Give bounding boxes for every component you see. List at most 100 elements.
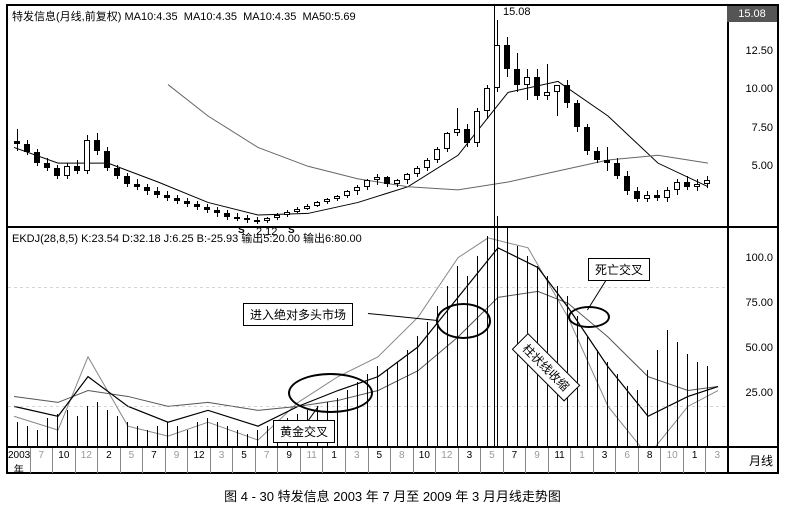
hist-bar — [627, 386, 628, 446]
hist-bar — [597, 350, 598, 446]
indicator-pane: EKDJ(28,8,5) K:23.54 D:32.18 J:6.25 B:-2… — [8, 226, 777, 446]
ind-ytick: 50.00 — [745, 342, 773, 354]
time-tick: 11 — [549, 448, 572, 473]
indicator-plot[interactable]: 黄金交叉进入绝对多头市场死亡交叉柱状线收缩 — [8, 228, 729, 446]
figure-caption: 图 4 - 30 特发信息 2003 年 7 月至 2009 年 3 月月线走势… — [0, 486, 785, 505]
hist-bar — [47, 418, 48, 446]
ind-ytick: 75.00 — [745, 297, 773, 309]
time-tick: 11 — [301, 448, 324, 473]
time-tick: 10 — [53, 448, 76, 473]
hist-bar — [397, 362, 398, 446]
enter-bull-ellipse — [436, 303, 491, 339]
ma10-line — [14, 81, 708, 215]
time-tick: 5 — [481, 448, 504, 473]
hist-bar — [457, 266, 458, 446]
hist-bar — [77, 416, 78, 446]
time-tick: 1 — [571, 448, 594, 473]
enter-bull-label: 进入绝对多头市场 — [243, 303, 353, 326]
time-tick: 2 — [98, 448, 121, 473]
s-mark: S — [288, 225, 295, 236]
time-tick: 5 — [233, 448, 256, 473]
time-tick: 12 — [188, 448, 211, 473]
hist-bar — [197, 422, 198, 446]
price-ytick: 7.50 — [752, 122, 773, 134]
hist-bar — [587, 336, 588, 446]
time-tick: 6 — [616, 448, 639, 473]
s-mark: S — [238, 225, 245, 236]
time-tick: 3 — [706, 448, 727, 473]
enter-bull-connector — [368, 313, 438, 321]
hist-bar — [377, 366, 378, 446]
crosshair-vline — [494, 6, 495, 446]
hist-bar — [257, 430, 258, 446]
hist-bar — [707, 366, 708, 446]
hist-bar — [617, 374, 618, 446]
hist-bar — [687, 354, 688, 446]
hist-bar — [177, 426, 178, 446]
price-pane: 特发信息(月线,前复权) MA10:4.35 MA10:4.35 MA10:4.… — [8, 6, 777, 226]
time-tick: 9 — [278, 448, 301, 473]
ind-ytick: 25.00 — [745, 387, 773, 399]
death-cross-label: 死亡交叉 — [588, 258, 650, 281]
time-tick: 10 — [414, 448, 437, 473]
hist-bar — [147, 430, 148, 446]
hist-bar — [477, 256, 478, 446]
hist-bar — [167, 422, 168, 446]
ind-ytick: 100.0 — [745, 252, 773, 264]
peak-label: 15.08 — [503, 6, 531, 18]
time-axis: 2003年71012257912357911135810123579111368… — [8, 446, 777, 473]
time-tick: 1 — [323, 448, 346, 473]
hist-bar — [187, 430, 188, 446]
time-tick: 2003年 — [8, 448, 31, 473]
time-tick: 3 — [459, 448, 482, 473]
hist-bar — [497, 216, 498, 446]
time-axis-right-label: 月线 — [749, 452, 773, 469]
time-tick: 7 — [31, 448, 54, 473]
hist-bar — [27, 426, 28, 446]
indicator-y-axis: 100.0 75.00 50.00 25.00 — [727, 228, 777, 446]
time-tick: 12 — [76, 448, 99, 473]
price-plot[interactable]: 15.082.12SS — [8, 6, 729, 226]
price-y-axis: 15.08 12.50 10.00 7.50 5.00 — [727, 6, 777, 226]
time-tick: 8 — [639, 448, 662, 473]
hist-bar — [657, 350, 658, 446]
hist-bar — [207, 418, 208, 446]
time-tick: 10 — [661, 448, 684, 473]
price-title: 特发信息(月线,前复权) — [12, 11, 121, 23]
ma-label-1: MA10:4.35 — [184, 11, 237, 23]
hist-bar — [387, 370, 388, 446]
time-tick: 3 — [594, 448, 617, 473]
time-tick: 5 — [121, 448, 144, 473]
time-tick: 7 — [143, 448, 166, 473]
death-cross-ellipse — [568, 306, 610, 328]
hist-bar — [427, 322, 428, 446]
price-ytick: 5.00 — [752, 160, 773, 172]
time-tick: 3 — [211, 448, 234, 473]
time-tick: 3 — [346, 448, 369, 473]
hist-bar — [677, 342, 678, 446]
time-tick: 5 — [369, 448, 392, 473]
price-ytick: 12.50 — [745, 45, 773, 57]
hist-bar — [157, 426, 158, 446]
hist-bar — [67, 410, 68, 446]
golden-cross-label: 黄金交叉 — [273, 420, 335, 443]
chart-frame: 特发信息(月线,前复权) MA10:4.35 MA10:4.35 MA10:4.… — [6, 4, 779, 474]
hist-bar — [37, 430, 38, 446]
golden-cross-ellipse — [288, 373, 373, 413]
hist-bar — [507, 226, 508, 446]
hist-bar — [697, 362, 698, 446]
hist-bar — [407, 350, 408, 446]
price-high-badge: 15.08 — [727, 6, 777, 22]
hist-bar — [107, 410, 108, 446]
hist-bar — [577, 316, 578, 446]
time-tick: 9 — [166, 448, 189, 473]
ma-label-0: MA10:4.35 — [124, 11, 177, 23]
time-tick: 8 — [391, 448, 414, 473]
low-label: 2.12 — [256, 226, 277, 238]
time-tick: 12 — [436, 448, 459, 473]
hist-bar — [127, 422, 128, 446]
ma-label-3: MA50:5.69 — [302, 11, 355, 23]
price-ytick: 10.00 — [745, 83, 773, 95]
hist-bar — [607, 362, 608, 446]
hist-bar — [217, 422, 218, 446]
